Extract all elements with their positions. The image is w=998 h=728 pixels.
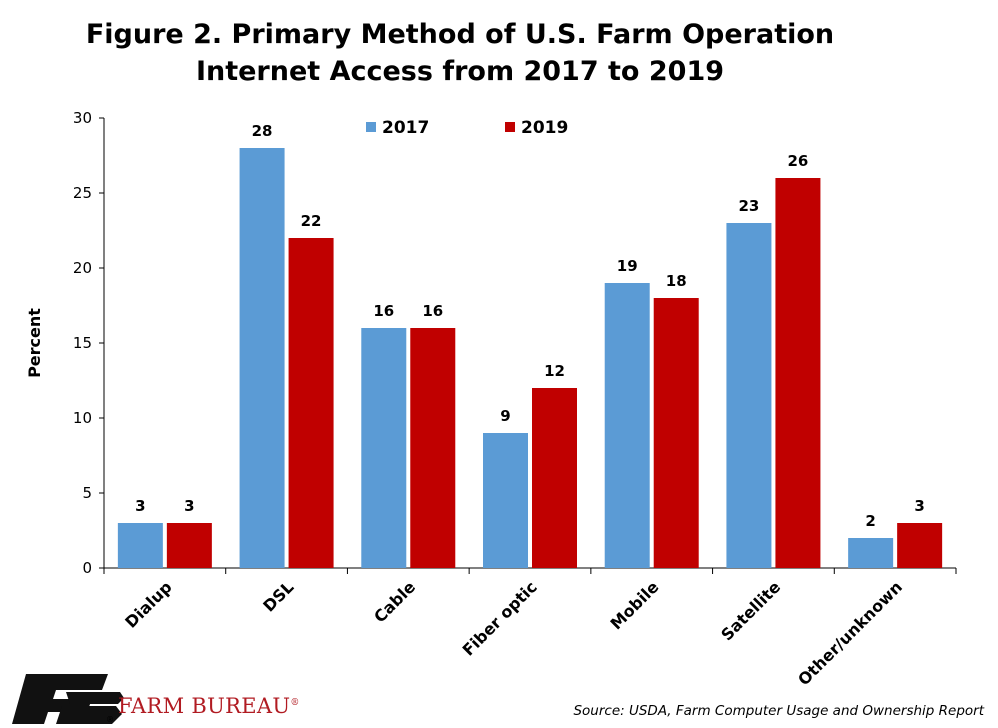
x-tick-label: Other/unknown [794,577,906,689]
y-tick-label: 20 [73,259,92,277]
logo-registered-mark: ® [290,698,300,708]
y-axis-title: Percent [25,308,44,378]
data-label: 26 [787,152,808,170]
data-label: 28 [252,122,273,140]
y-tick-label: 10 [73,409,92,427]
bar-2019-fiber-optic [532,388,577,568]
bar-chart: 0 5 10 15 20 25 30 Percent 3 3 Dialup 28 22 DSL 16 16 Ca… [25,109,957,689]
svg-text:®: ® [106,715,114,724]
bar-2019-mobile [653,298,699,568]
farm-bureau-logo-icon: ® [12,674,124,724]
bar-2017-cable [361,328,407,568]
bar-2019-satellite [775,178,821,568]
data-label: 3 [135,497,145,515]
data-label: 19 [617,257,638,275]
legend-label: 2017 [382,118,429,138]
legend-label: 2019 [521,118,568,138]
y-tick-label: 15 [73,334,92,352]
chart-title-line2: Internet Access from 2017 to 2019 [195,56,725,87]
x-tick-label: Fiber optic [459,577,541,659]
legend-swatch-2019 [505,122,515,132]
data-label: 18 [666,272,687,290]
x-tick-label: Dialup [121,577,175,631]
data-label: 2 [865,512,875,530]
data-label: 12 [544,362,565,380]
chart-title: Figure 2. Primary Method of U.S. Farm Op… [60,16,860,90]
y-tick-label: 25 [73,184,92,202]
source-note: Source: USDA, Farm Computer Usage and Ow… [573,703,984,719]
bar-2017-dialup [117,523,163,568]
chart-title-line1: Figure 2. Primary Method of U.S. Farm Op… [85,19,835,50]
x-tick-label: Cable [370,577,419,626]
bar-2019-cable [410,328,456,568]
y-tick-label: 30 [73,109,92,127]
bar-2017-satellite [726,223,772,568]
bar-2017-mobile [604,283,650,568]
y-tick-label: 0 [82,559,92,577]
bar-2019-dialup [166,523,212,568]
bar-2017-other-unknown [848,538,894,568]
data-label: 22 [301,212,322,230]
data-label: 3 [184,497,194,515]
data-label: 3 [914,497,924,515]
data-label: 16 [373,302,394,320]
x-tick-label: Satellite [717,577,784,644]
bar-2017-fiber-optic [483,433,528,568]
farm-bureau-wordmark: FARM BUREAU® [118,694,300,718]
logo-text: FARM BUREAU [118,694,291,718]
data-label: 9 [500,407,510,425]
bar-2019-dsl [288,238,334,568]
x-tick-label: Mobile [607,577,663,633]
legend-swatch-2017 [366,122,376,132]
data-label: 16 [422,302,443,320]
x-tick-label: DSL [259,577,297,615]
y-tick-label: 5 [82,484,92,502]
bar-2017-dsl [239,148,285,568]
data-label: 23 [738,197,759,215]
bar-2019-other-unknown [897,523,943,568]
